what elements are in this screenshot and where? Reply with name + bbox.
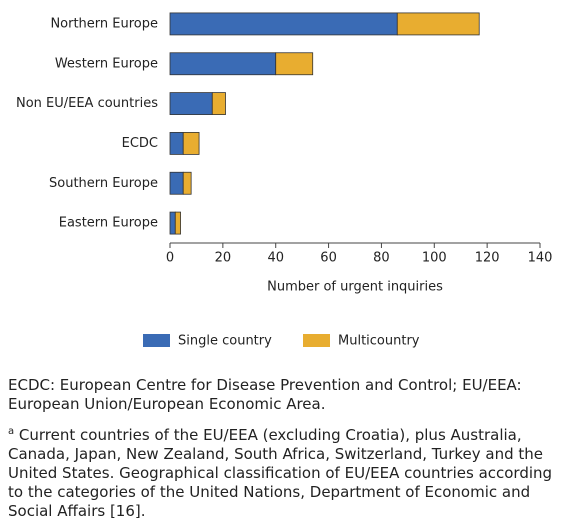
chart: Number of urgent inquiries 0 20 40 60 80 100 1…: [16, 12, 553, 349]
bar-segment: [182, 171, 192, 195]
bar-segment: [169, 211, 176, 235]
bar-segment: [182, 132, 200, 155]
bar-segment: [169, 171, 184, 195]
x-tick-label: 0: [166, 251, 174, 266]
bar-segment: [174, 211, 181, 235]
x-tick-label: 60: [320, 251, 337, 266]
x-tick-label: 120: [475, 251, 500, 266]
footnote: a Current countries of the EU/EEA (exclu…: [8, 422, 560, 521]
bar-segment: [169, 132, 184, 155]
x-tick-label: 80: [373, 251, 390, 266]
legend-swatch: [143, 334, 170, 347]
x-tick-label: 40: [267, 251, 284, 266]
footnotes: ECDC: European Centre for Disease Preven…: [8, 376, 560, 529]
bar-segment: [169, 12, 398, 36]
y-tick-label: Southern Europe: [49, 176, 158, 191]
footnote-text: Current countries of the EU/EEA (excludi…: [8, 426, 553, 520]
legend-label: Multicountry: [338, 334, 420, 349]
y-tick-label: Northern Europe: [50, 16, 158, 31]
footnote-text: ECDC: European Centre for Disease Preven…: [8, 376, 522, 413]
legend-swatch: [303, 334, 330, 347]
x-tick-label: 100: [422, 251, 447, 266]
y-tick-label: Non EU/EEA countries: [16, 96, 158, 111]
bar-segment: [396, 12, 480, 36]
footnote-marker: a: [8, 426, 15, 437]
bar-segment: [211, 92, 226, 115]
bar-segment: [169, 52, 277, 76]
legend-label: Single country: [178, 334, 272, 349]
y-tick-label: Western Europe: [55, 56, 158, 71]
bar-segment: [275, 52, 314, 76]
y-tick-label: Eastern Europe: [59, 216, 158, 231]
x-tick-label: 20: [215, 251, 232, 266]
bar-segment: [169, 92, 213, 115]
footnote: ECDC: European Centre for Disease Preven…: [8, 376, 560, 414]
x-axis-label: Number of urgent inquiries: [267, 280, 443, 295]
y-tick-label: ECDC: [122, 136, 158, 151]
x-tick-label: 140: [528, 251, 553, 266]
